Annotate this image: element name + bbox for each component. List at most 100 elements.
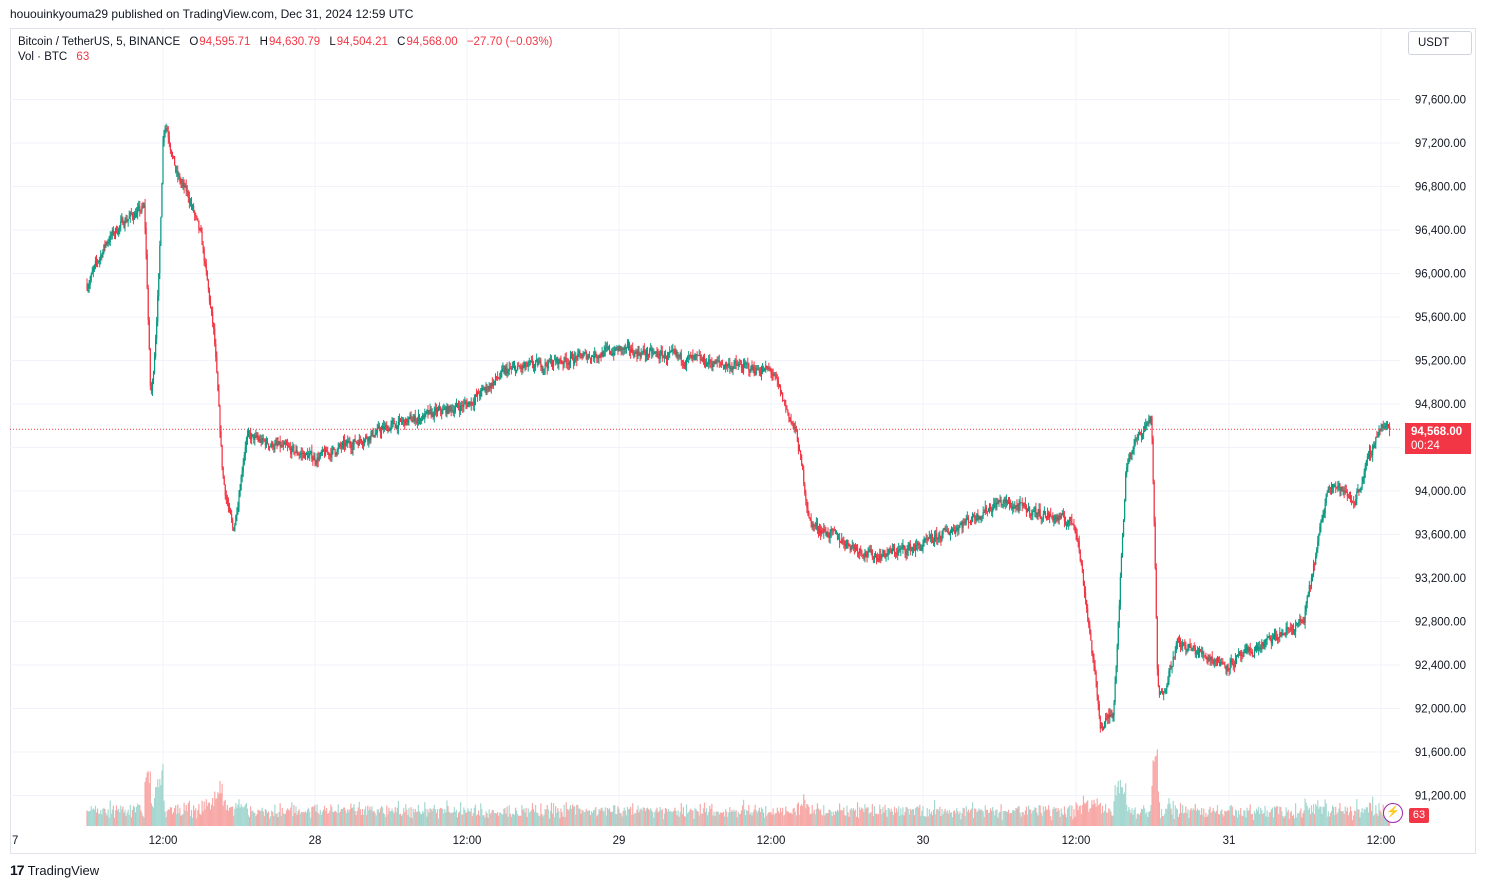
volume-bar	[817, 808, 820, 826]
volume-bar	[1020, 816, 1022, 826]
volume-bar	[403, 807, 405, 826]
candle-body	[308, 456, 310, 459]
volume-bar	[920, 816, 922, 826]
candle-body	[1268, 635, 1270, 637]
volume-bar	[224, 799, 226, 826]
candle-body	[623, 347, 625, 350]
volume-bar	[614, 805, 616, 826]
candle-body	[513, 366, 516, 368]
volume-bar	[492, 810, 494, 826]
footer[interactable]: 17 TradingView	[10, 862, 99, 878]
volume-bar	[426, 816, 428, 826]
candle-body	[484, 389, 486, 391]
candle-body	[1071, 518, 1073, 524]
volume-bar	[1029, 809, 1031, 826]
volume-bar	[1280, 807, 1282, 826]
candle-body	[153, 356, 156, 373]
volume-bar	[501, 814, 503, 826]
candle-body	[1219, 662, 1221, 667]
volume-bar	[561, 812, 563, 826]
candle-body	[585, 351, 587, 359]
candle-body	[1108, 714, 1110, 718]
volume-bar	[356, 810, 358, 826]
candle-body	[313, 457, 315, 461]
volume-bar	[1346, 807, 1348, 826]
volume-bar	[1277, 805, 1279, 826]
volume-bar	[1255, 808, 1258, 826]
candle-body	[370, 434, 372, 440]
volume-bar	[460, 802, 462, 826]
candle-body	[450, 406, 452, 411]
candle-body	[253, 434, 255, 440]
volume-bar	[969, 810, 972, 826]
volume-bar	[350, 803, 352, 826]
volume-bar	[586, 810, 588, 826]
symbol-name[interactable]: Bitcoin / TetherUS, 5, BINANCE	[18, 36, 181, 48]
candle-body	[542, 368, 544, 371]
candle-body	[1286, 627, 1288, 630]
volume-bar	[729, 807, 731, 826]
volume-bar	[254, 812, 256, 826]
candle-body	[812, 524, 814, 528]
volume-bar	[507, 816, 509, 826]
candle-body	[481, 388, 483, 391]
volume-bar	[1048, 805, 1050, 826]
volume-bar	[532, 808, 535, 826]
candle-body	[1124, 500, 1126, 520]
candle-body	[837, 538, 840, 540]
volume-bar	[846, 805, 848, 826]
volume-bar	[959, 811, 961, 826]
volume-bar	[1383, 813, 1385, 826]
candle-body	[566, 363, 568, 364]
candle-body	[203, 248, 205, 262]
candle-body	[164, 128, 166, 132]
volume-bar	[1156, 749, 1158, 826]
volume-bar	[1013, 810, 1015, 826]
volume-bar	[725, 809, 727, 826]
volume-bar	[636, 809, 638, 826]
volume-bar	[1089, 808, 1091, 826]
candle-body	[270, 446, 272, 448]
volume-bar	[744, 809, 746, 826]
volume-bar	[688, 812, 690, 826]
volume-bar	[1284, 815, 1286, 826]
volume-bar	[1262, 814, 1264, 826]
volume-bar	[1320, 806, 1322, 826]
volume-bar	[957, 811, 959, 826]
candle-body	[883, 550, 885, 553]
volume-bar	[649, 810, 651, 826]
volume-bar	[379, 808, 382, 826]
volume-bar	[1160, 809, 1163, 826]
candle-body	[399, 418, 402, 420]
volume-bar	[276, 813, 278, 826]
candle-body	[159, 245, 161, 274]
candle-body	[1322, 516, 1324, 521]
volume-bar	[295, 806, 297, 826]
volume-bar	[736, 817, 738, 826]
volume-bar	[691, 810, 693, 826]
volume-bar	[571, 804, 574, 826]
volume-bar	[1261, 810, 1263, 826]
volume-bar	[317, 812, 319, 826]
candle-body	[665, 358, 668, 361]
candle-body	[1130, 452, 1132, 454]
candle-body	[1239, 651, 1241, 655]
volume-bar	[365, 806, 367, 826]
candle-body	[365, 435, 367, 440]
volume-label[interactable]: Vol · BTC	[18, 51, 68, 63]
volume-bar	[429, 808, 431, 826]
volume-bar	[1101, 806, 1104, 826]
candle-body	[797, 441, 800, 451]
candle-body	[101, 254, 103, 257]
lightning-icon[interactable]: ⚡	[1383, 803, 1403, 823]
volume-bar	[585, 808, 587, 826]
volume-bar	[875, 813, 878, 826]
candle-body	[1310, 578, 1313, 586]
currency-button[interactable]: USDT	[1408, 31, 1472, 55]
candle-body	[402, 421, 404, 422]
volume-bar	[1310, 805, 1313, 826]
volume-bar	[936, 809, 938, 826]
volume-bar	[889, 811, 891, 826]
volume-bar	[848, 816, 850, 826]
